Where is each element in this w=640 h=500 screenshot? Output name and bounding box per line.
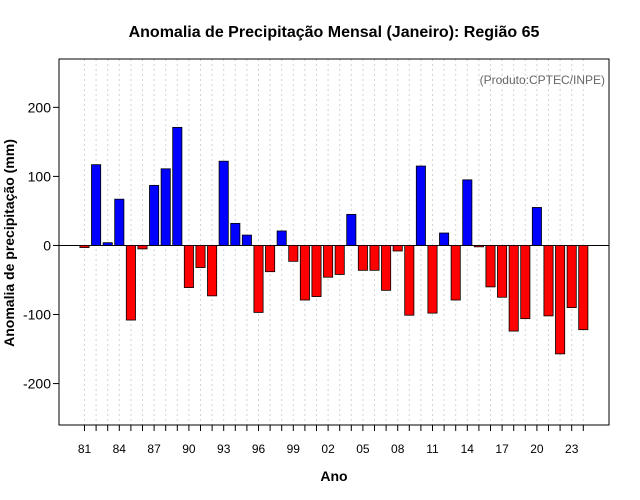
y-tick-label: 0	[43, 237, 51, 253]
x-tick-label: 84	[113, 442, 127, 456]
x-tick-label: 90	[182, 442, 196, 456]
bar-1985	[125, 245, 136, 321]
bar-2010	[415, 165, 426, 246]
x-tick-label: 99	[287, 442, 301, 456]
bar-1998	[276, 230, 287, 246]
bar-2022	[555, 245, 566, 355]
x-tick-label: 96	[252, 442, 266, 456]
chart-title: Anomalia de Precipitação Mensal (Janeiro…	[129, 24, 540, 41]
x-tick-label: 08	[391, 442, 405, 456]
bar-2004	[346, 213, 357, 246]
bar-1989	[172, 126, 183, 246]
bar-1994	[230, 222, 241, 246]
bar-2011	[427, 245, 438, 314]
bar-2016	[485, 245, 496, 288]
bar-1988	[160, 168, 171, 246]
bar-2018	[508, 245, 519, 332]
x-tick-label: 20	[530, 442, 544, 456]
x-tick-label: 11	[426, 442, 439, 456]
plot-border	[58, 58, 610, 426]
bar-1993	[218, 160, 229, 246]
bar-2014	[462, 179, 473, 246]
bar-2000	[299, 245, 310, 301]
y-axis-label: Anomalia de precipitação (mm)	[1, 139, 17, 347]
bar-2001	[311, 245, 322, 297]
bar-2003	[334, 245, 345, 275]
bar-1983	[102, 242, 113, 246]
bar-2005	[357, 245, 368, 271]
x-tick-label: 05	[356, 442, 370, 456]
bar-2007	[381, 245, 392, 291]
y-tick-label: 200	[28, 99, 52, 115]
x-tick-label: 93	[217, 442, 231, 456]
y-tick-label: -200	[23, 376, 51, 392]
grid-lines	[84, 59, 584, 425]
bar-2021	[543, 245, 554, 317]
bar-1987	[149, 184, 160, 246]
bar-2008	[392, 245, 403, 252]
bar-1996	[253, 245, 264, 313]
x-axis-label: Ano	[320, 468, 347, 484]
bar-2015	[473, 245, 484, 248]
bar-2023	[566, 245, 577, 309]
x-tick-label: 14	[461, 442, 475, 456]
bar-2024	[578, 245, 589, 331]
bar-1991	[195, 245, 206, 268]
bar-2017	[497, 245, 508, 298]
bar-2009	[404, 245, 415, 316]
bar-1984	[114, 198, 125, 246]
y-tick-label: -100	[23, 307, 51, 323]
bars	[79, 126, 589, 355]
bar-2019	[520, 245, 531, 320]
x-axis: 81 84 87 90 93 96 99 02 05 08 11 14 17 20 23	[78, 425, 584, 456]
bar-1982	[91, 164, 102, 246]
bar-1986	[137, 245, 148, 250]
bar-1992	[207, 245, 218, 297]
y-axis: -200 -100 0 100 200	[23, 99, 59, 392]
bar-2012	[439, 232, 450, 246]
y-tick-label: 100	[28, 168, 52, 184]
x-tick-label: 02	[321, 442, 335, 456]
bar-1990	[183, 245, 194, 288]
bar-2002	[323, 245, 334, 278]
x-tick-label: 17	[495, 442, 509, 456]
product-credit: (Produto:CPTEC/INPE)	[480, 73, 605, 87]
bar-2006	[369, 245, 380, 271]
x-tick-label: 23	[565, 442, 579, 456]
bar-1981	[79, 245, 90, 248]
bar-1997	[265, 245, 276, 273]
bar-2013	[450, 245, 461, 301]
bar-1995	[241, 234, 252, 246]
bar-1999	[288, 245, 299, 262]
x-tick-label: 87	[147, 442, 161, 456]
bar-2020	[531, 207, 542, 246]
x-tick-label: 81	[78, 442, 92, 456]
